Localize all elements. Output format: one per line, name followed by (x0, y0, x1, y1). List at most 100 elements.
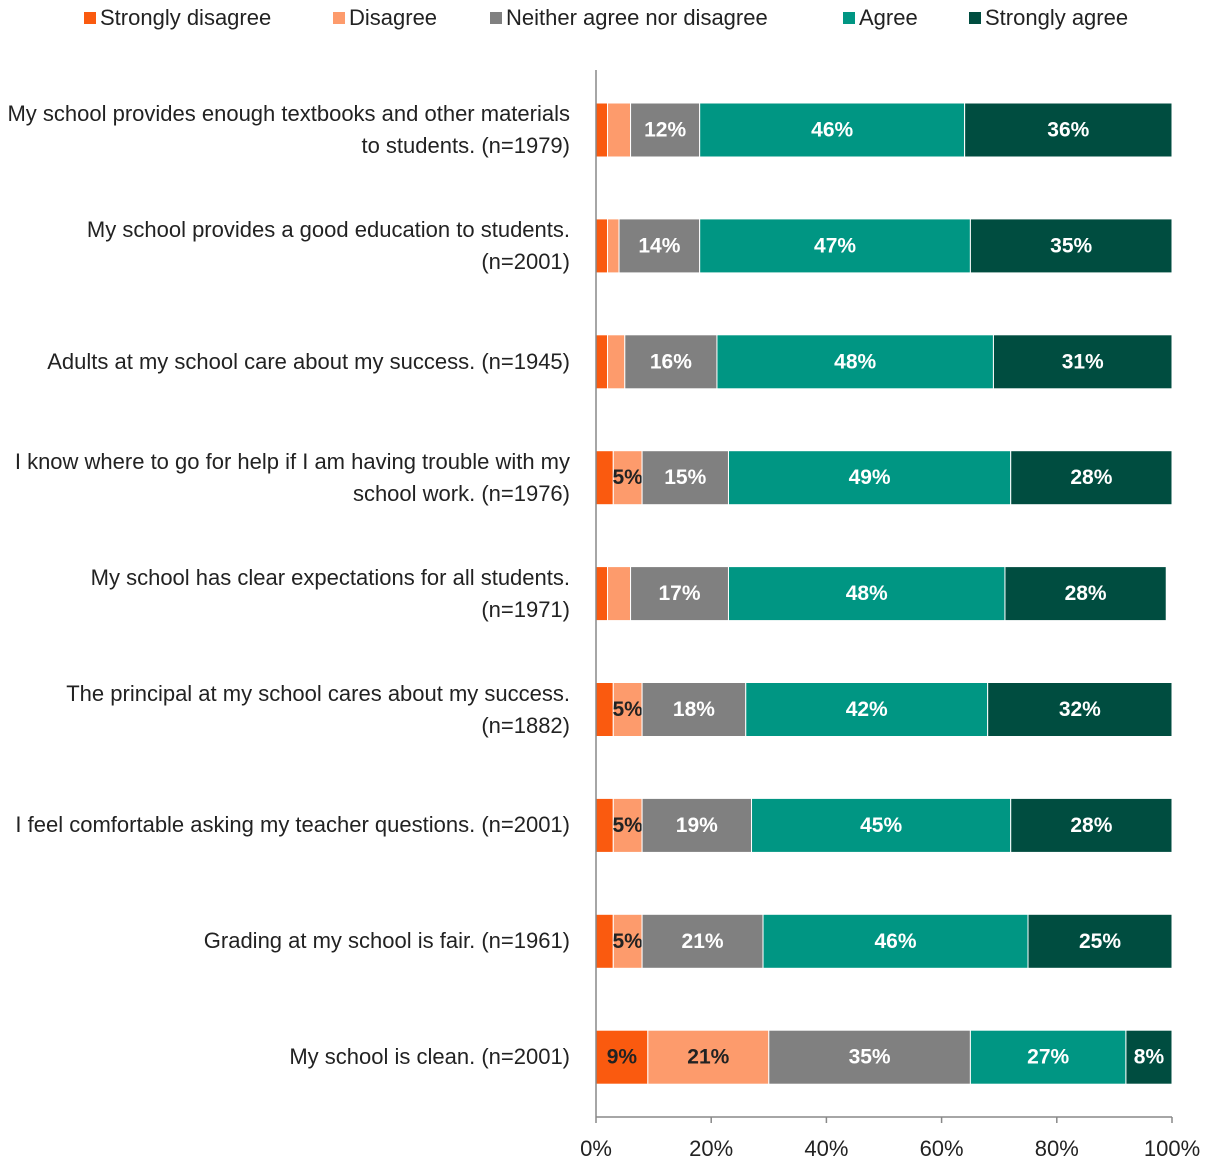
value-label: 5% (613, 814, 644, 837)
bar-segment (618, 218, 701, 274)
bar-segment (751, 797, 1012, 853)
x-tick-label: 100% (1144, 1136, 1200, 1161)
bar-segment (612, 797, 643, 853)
value-label: 12% (644, 119, 686, 142)
bar-segment (1004, 566, 1167, 622)
legend-label: Strongly disagree (100, 5, 271, 30)
bar-segment (745, 682, 989, 737)
bar-segment (762, 913, 1029, 969)
legend-swatch (84, 12, 96, 24)
bar-segment (727, 566, 1006, 622)
legend-swatch (333, 12, 345, 24)
category-label: My school provides a good education to s… (86, 216, 570, 274)
value-label: 8% (1134, 1046, 1165, 1069)
legend-label: Disagree (349, 5, 437, 30)
category-label: Grading at my school is fair. (n=1961) (203, 928, 570, 954)
bar-segment (992, 334, 1173, 390)
category-label: I feel comfortable asking my teacher que… (15, 812, 570, 838)
bar-segment (624, 334, 718, 390)
bar-segment (595, 913, 614, 969)
value-label: 35% (849, 1046, 891, 1069)
value-label: 19% (676, 814, 718, 837)
bar-segment (595, 797, 614, 853)
bar-segment (595, 218, 609, 274)
bar-segment (1125, 1029, 1173, 1085)
bar-segment (607, 334, 626, 390)
value-label: 14% (638, 234, 680, 257)
bar-segment (727, 450, 1012, 506)
bar-segment (969, 218, 1173, 274)
x-tick-label: 40% (804, 1136, 848, 1161)
value-label: 18% (673, 698, 715, 721)
value-label: 46% (875, 930, 917, 953)
value-label: 28% (1065, 582, 1107, 605)
bar-segment (647, 1029, 770, 1085)
value-label: 25% (1079, 930, 1121, 953)
bar-segment (595, 566, 609, 622)
bar-segment (607, 102, 632, 158)
value-label: 21% (687, 1046, 729, 1069)
bar-segment (630, 102, 701, 158)
bar-segment (595, 1029, 649, 1085)
legend-label: Strongly agree (985, 5, 1128, 30)
bar-segment (595, 102, 609, 158)
bar-segment (641, 450, 729, 506)
value-label: 49% (849, 466, 891, 489)
value-label: 32% (1059, 698, 1101, 721)
value-label: 15% (664, 466, 706, 489)
value-label: 36% (1047, 119, 1089, 142)
bar-segment (607, 218, 620, 274)
legend-label: Neither agree nor disagree (506, 5, 768, 30)
legend-swatch (969, 12, 981, 24)
value-label: 27% (1027, 1046, 1069, 1069)
value-label: 28% (1070, 814, 1112, 837)
value-label: 5% (613, 930, 644, 953)
bar-segment (768, 1029, 971, 1085)
value-label: 5% (613, 466, 644, 489)
bar-segment (969, 1029, 1127, 1085)
bar-segment (641, 913, 764, 969)
value-label: 17% (659, 582, 701, 605)
category-label: I know where to go for help if I am havi… (14, 448, 570, 506)
category-label: My school is clean. (n=2001) (289, 1044, 570, 1070)
bar-segment (1010, 450, 1173, 506)
bar-segment (699, 102, 966, 158)
value-label: 47% (814, 234, 856, 257)
value-label: 35% (1050, 234, 1092, 257)
bar-segment (595, 334, 609, 390)
x-tick-label: 20% (689, 1136, 733, 1161)
value-label: 21% (682, 930, 724, 953)
bar-segment (641, 797, 753, 853)
bar-segment (1010, 797, 1173, 853)
legend-label: Agree (859, 5, 918, 30)
x-tick-label: 80% (1035, 1136, 1079, 1161)
value-label: 48% (846, 582, 888, 605)
category-label: Adults at my school care about my succes… (47, 348, 570, 374)
value-label: 16% (650, 350, 692, 373)
bar-segment (1027, 913, 1173, 969)
bar-segment (630, 566, 729, 622)
bar-segment (987, 682, 1173, 737)
bar-segment (595, 682, 614, 737)
value-label: 5% (613, 698, 644, 721)
bar-segment (612, 913, 643, 969)
x-tick-label: 0% (580, 1136, 612, 1161)
legend-swatch (843, 12, 855, 24)
value-label: 45% (860, 814, 902, 837)
bar-segment (964, 102, 1173, 158)
value-label: 28% (1070, 466, 1112, 489)
bar-segment (699, 218, 971, 274)
value-label: 48% (834, 350, 876, 373)
bar-segment (641, 682, 747, 737)
bar-segment (612, 682, 643, 737)
bar-segment (612, 450, 643, 506)
bar-segment (607, 566, 632, 622)
category-label: My school provides enough textbooks and … (7, 101, 570, 158)
legend-swatch (490, 12, 502, 24)
value-label: 31% (1062, 350, 1104, 373)
bar-segment (595, 450, 614, 506)
value-label: 42% (846, 698, 888, 721)
category-label: The principal at my school cares about m… (66, 680, 570, 738)
